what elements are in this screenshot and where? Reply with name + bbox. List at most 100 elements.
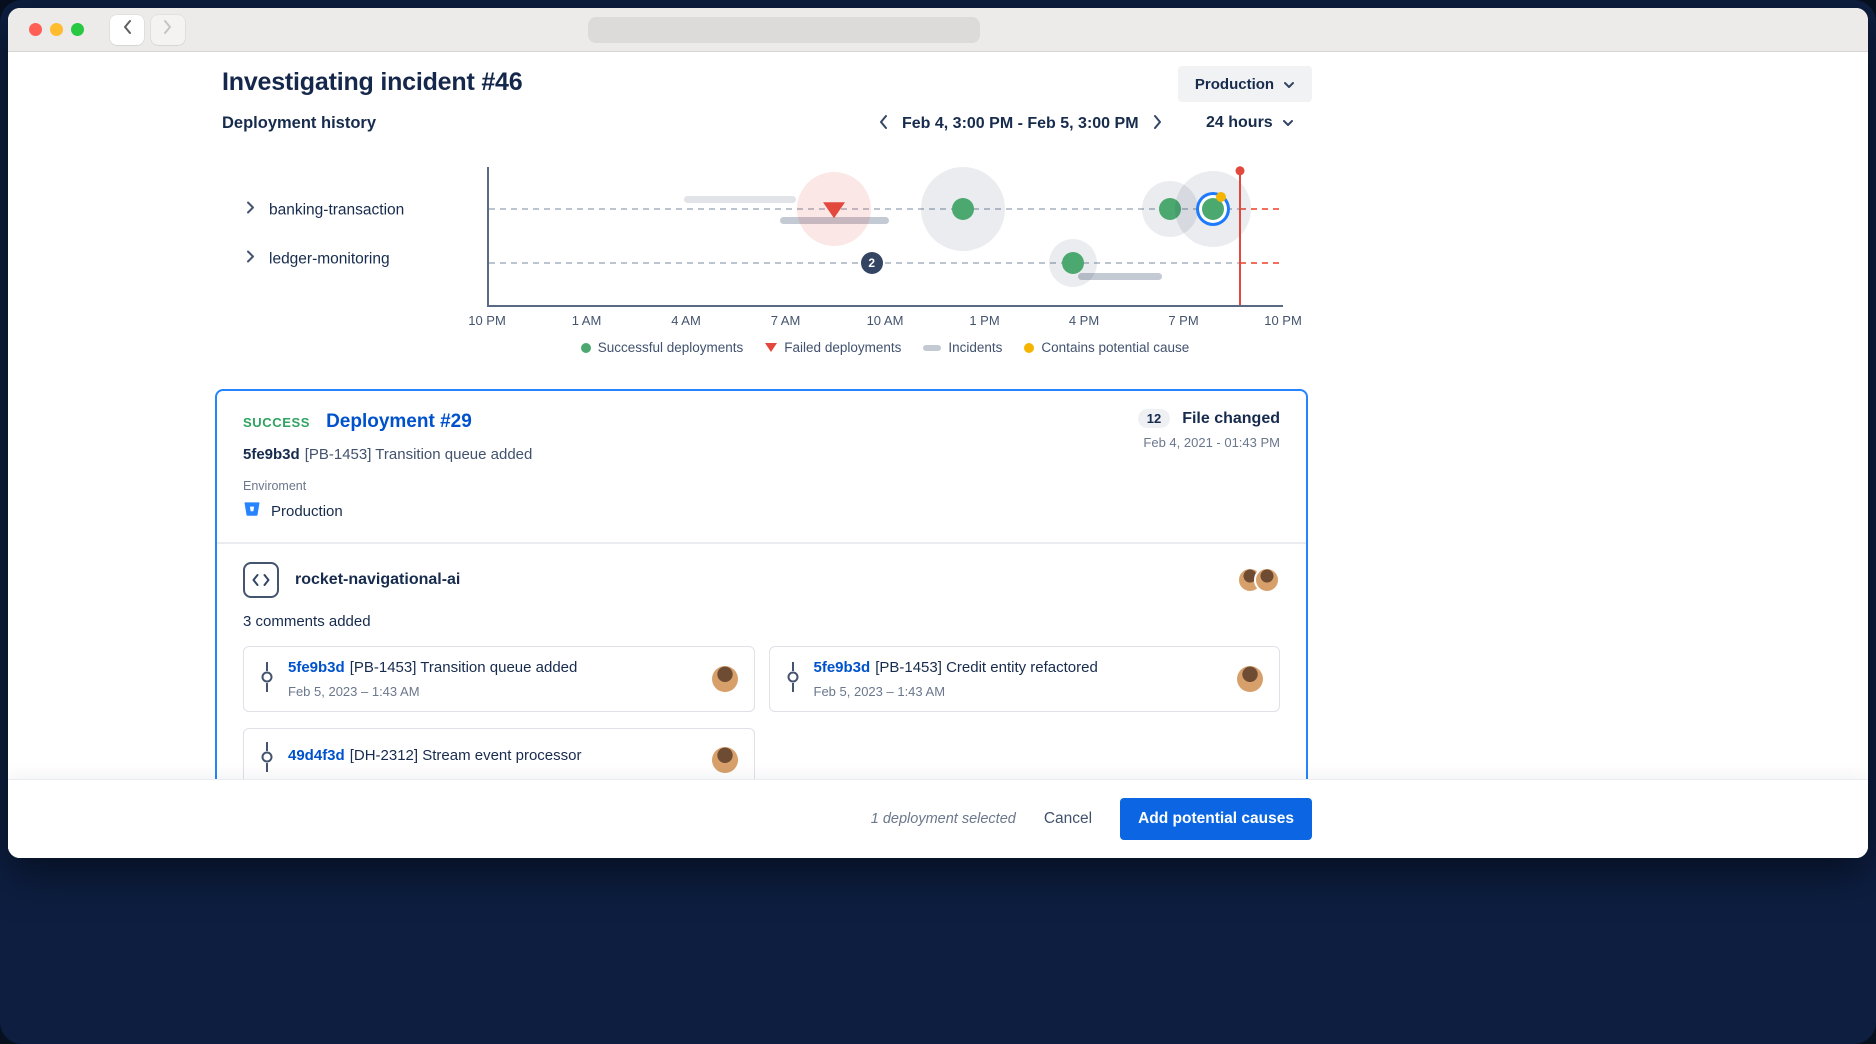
x-axis-tick-label: 1 PM xyxy=(969,313,1000,328)
commit-hash: 5fe9b3d xyxy=(243,446,300,463)
potential-cause-dot xyxy=(1216,192,1227,202)
git-commit-icon xyxy=(786,661,800,698)
commit-card[interactable]: 5fe9b3d [PB-1453] Transition queue added … xyxy=(243,646,755,712)
selection-count-text: 1 deployment selected xyxy=(870,811,1016,827)
commit-hash-link[interactable]: 5fe9b3d xyxy=(288,659,345,676)
chart-row-label: ledger-monitoring xyxy=(269,250,390,267)
potential-cause-dot-icon xyxy=(1024,342,1035,353)
environment-field-label: Enviroment xyxy=(243,479,307,493)
incident-bar[interactable] xyxy=(779,216,890,224)
repo-section: rocket-navigational-ai 3 comments added xyxy=(217,544,1306,630)
browser-window: Investigating incident #46 Production De… xyxy=(8,8,1868,858)
cancel-button[interactable]: Cancel xyxy=(1043,810,1093,827)
failed-triangle-icon xyxy=(765,343,778,352)
success-dot xyxy=(952,198,975,220)
avatar xyxy=(1254,567,1280,593)
success-dot-icon xyxy=(580,342,591,353)
commit-message: [DH-2312] Stream event processor xyxy=(349,747,582,764)
chart-row-ledger-monitoring[interactable]: ledger-monitoring xyxy=(246,250,390,269)
time-cursor[interactable] xyxy=(1235,166,1245,305)
commit-hash-link[interactable]: 49d4f3d xyxy=(288,747,345,764)
row-dashed-line-future xyxy=(1240,262,1283,264)
x-axis-ticks: 10 PM 1 AM 4 AM 7 AM 10 AM 1 PM 4 PM 7 PM 10 PM xyxy=(468,313,1302,329)
deployment-card[interactable]: SUCCESS Deployment #29 12 File changed F… xyxy=(215,389,1308,819)
chevron-down-icon xyxy=(1283,76,1295,93)
commit-card[interactable]: 5fe9b3d [PB-1453] Credit entity refactore… xyxy=(768,646,1280,712)
environment-dropdown[interactable]: Production xyxy=(1178,66,1312,102)
grouped-count: 2 xyxy=(860,252,883,274)
zoom-window-button[interactable] xyxy=(71,23,84,36)
chevron-right-icon xyxy=(163,19,173,40)
x-axis-tick-label: 7 AM xyxy=(770,313,801,328)
commit-line: 5fe9b3d [PB-1453] Credit entity refactore… xyxy=(814,659,1098,676)
success-dot xyxy=(1159,198,1182,220)
commit-hash-link[interactable]: 5fe9b3d xyxy=(813,659,871,676)
card-divider xyxy=(217,542,1306,544)
git-commit-icon xyxy=(260,741,274,778)
commit-line: 5fe9b3d [PB-1453] Transition queue added xyxy=(288,659,577,676)
success-dot xyxy=(1202,198,1225,220)
legend-item-success: Successful deployments xyxy=(580,340,744,355)
git-commit-icon xyxy=(260,661,274,698)
commit-message: [PB-1453] Transition queue added xyxy=(304,446,533,463)
chart-row-label: banking-transaction xyxy=(269,201,405,218)
files-changed-count: 12 xyxy=(1137,409,1171,428)
previous-range-button[interactable] xyxy=(876,112,890,135)
row-dashed-line-future xyxy=(1240,208,1283,210)
time-window-dropdown[interactable]: 24 hours xyxy=(1206,114,1294,132)
cursor-dot xyxy=(1235,166,1245,176)
x-axis-tick-label: 4 AM xyxy=(671,313,701,328)
x-axis-tick-label: 10 AM xyxy=(866,313,904,328)
time-window-label: 24 hours xyxy=(1206,114,1273,131)
commit-date: Feb 5, 2023 – 1:43 AM xyxy=(288,684,420,699)
browser-forward-button[interactable] xyxy=(151,14,185,45)
repository-name: rocket-navigational-ai xyxy=(295,571,461,588)
chevron-down-icon xyxy=(1282,114,1294,132)
files-changed-block: 12 File changed Feb 4, 2021 - 01:43 PM xyxy=(1137,409,1280,450)
legend-label: Failed deployments xyxy=(784,340,902,355)
page-content: Investigating incident #46 Production De… xyxy=(8,52,1868,858)
page-title: Investigating incident #46 xyxy=(222,68,523,96)
next-range-button[interactable] xyxy=(1151,112,1165,135)
action-footer: 1 deployment selected Cancel Add potenti… xyxy=(8,780,1868,858)
row-dashed-line xyxy=(489,208,1241,210)
commit-message: [PB-1453] Transition queue added xyxy=(349,659,578,676)
avatar xyxy=(711,666,738,692)
close-window-button[interactable] xyxy=(29,23,42,36)
legend-item-potential-cause: Contains potential cause xyxy=(1024,340,1189,355)
incident-bar-icon xyxy=(923,344,942,351)
timeline-plot: 2 xyxy=(487,166,1283,307)
commit-line: 49d4f3d [DH-2312] Stream event processor xyxy=(288,747,581,764)
chevron-left-icon xyxy=(122,19,132,40)
success-dot xyxy=(1061,252,1084,274)
legend-label: Successful deployments xyxy=(597,340,744,355)
incident-bar[interactable] xyxy=(1078,272,1163,280)
add-potential-causes-button[interactable]: Add potential causes xyxy=(1120,798,1312,840)
repository-code-icon xyxy=(243,562,279,598)
bitbucket-icon xyxy=(243,500,261,522)
status-badge: SUCCESS xyxy=(243,414,311,430)
date-range-label: Feb 4, 3:00 PM - Feb 5, 3:00 PM xyxy=(902,114,1139,132)
environment-value: Production xyxy=(271,502,343,520)
avatar xyxy=(711,746,738,773)
legend-item-failed: Failed deployments xyxy=(765,340,901,355)
browser-back-button[interactable] xyxy=(110,14,144,45)
legend-label: Incidents xyxy=(948,340,1003,355)
deployment-card-header: SUCCESS Deployment #29 12 File changed F… xyxy=(217,391,1306,542)
comments-added-text: 3 comments added xyxy=(243,613,371,630)
date-range-navigator: Feb 4, 3:00 PM - Feb 5, 3:00 PM xyxy=(876,112,1165,135)
x-axis-tick-label: 10 PM xyxy=(468,313,506,328)
commit-date: Feb 5, 2023 – 1:43 AM xyxy=(813,684,946,699)
chart-row-banking-transaction[interactable]: banking-transaction xyxy=(246,201,404,220)
avatar xyxy=(1237,666,1263,692)
x-axis-tick-label: 10 PM xyxy=(1264,313,1302,328)
traffic-lights xyxy=(29,23,84,36)
deployment-title-link[interactable]: Deployment #29 xyxy=(326,411,472,432)
chart-legend: Successful deployments Failed deployment… xyxy=(487,340,1283,355)
legend-item-incidents: Incidents xyxy=(923,340,1002,355)
environment-dropdown-label: Production xyxy=(1194,75,1275,93)
address-bar[interactable] xyxy=(588,17,980,43)
chevron-right-icon xyxy=(246,201,255,220)
minimize-window-button[interactable] xyxy=(50,23,63,36)
incident-bar[interactable] xyxy=(683,195,797,203)
